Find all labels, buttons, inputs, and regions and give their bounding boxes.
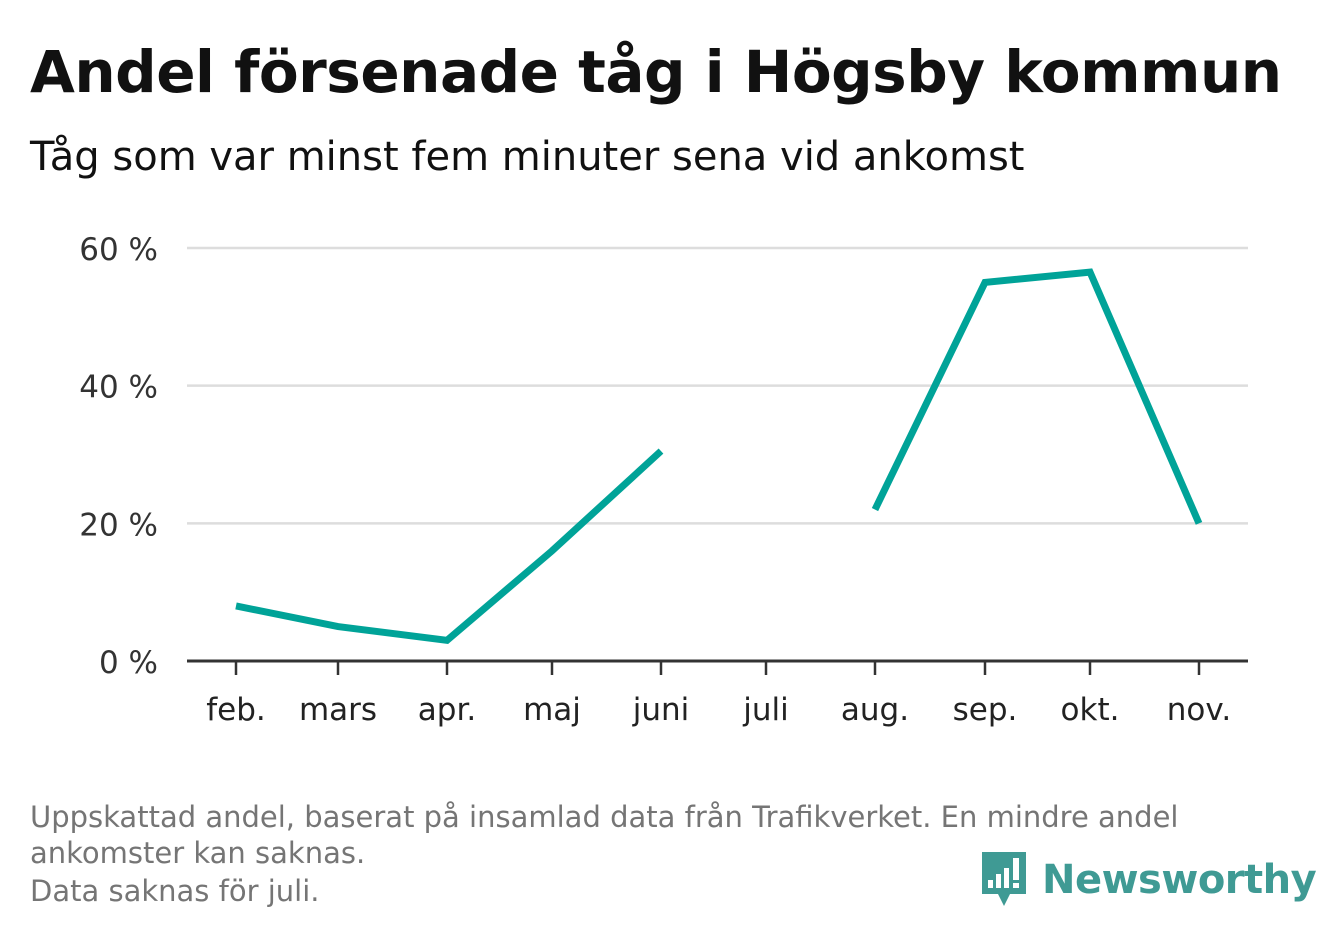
x-tick-label: feb. — [206, 692, 266, 728]
y-tick-label: 40 % — [79, 370, 158, 406]
brand-name: Newsworthy — [1042, 857, 1317, 903]
x-tick-label: juli — [742, 692, 789, 728]
newsworthy-logo: Newsworthy — [980, 850, 1317, 910]
y-tick-label: 60 % — [79, 232, 158, 268]
newsworthy-bar-chart-icon — [982, 852, 1026, 906]
x-tick-label: apr. — [418, 692, 476, 728]
x-tick-label: okt. — [1061, 692, 1120, 728]
chart-title: Andel försenade tåg i Högsby kommun — [30, 38, 1282, 106]
chart-subtitle: Tåg som var minst fem minuter sena vid a… — [30, 134, 1025, 180]
y-tick-label: 0 % — [99, 645, 158, 681]
series-line-segment — [235, 448, 664, 645]
x-tick-label: sep. — [953, 692, 1018, 728]
x-tick-label: maj — [523, 692, 581, 728]
series-line-segment — [871, 268, 1203, 525]
x-tick-label: mars — [299, 692, 377, 728]
y-tick-label: 20 % — [79, 507, 158, 543]
missing-data-note: Data saknas för juli. — [30, 874, 320, 908]
x-tick-label: juni — [632, 692, 690, 728]
x-tick-label: aug. — [841, 692, 909, 728]
line-chart: 0 % 20 % 40 % 60 % feb. mars apr. maj juni juli au… — [79, 232, 1248, 728]
source-note-line-2: ankomster kan saknas. — [30, 836, 366, 870]
source-note-line-1: Uppskattad andel, baserat på insamlad da… — [30, 800, 1179, 834]
x-tick-label: nov. — [1167, 692, 1231, 728]
